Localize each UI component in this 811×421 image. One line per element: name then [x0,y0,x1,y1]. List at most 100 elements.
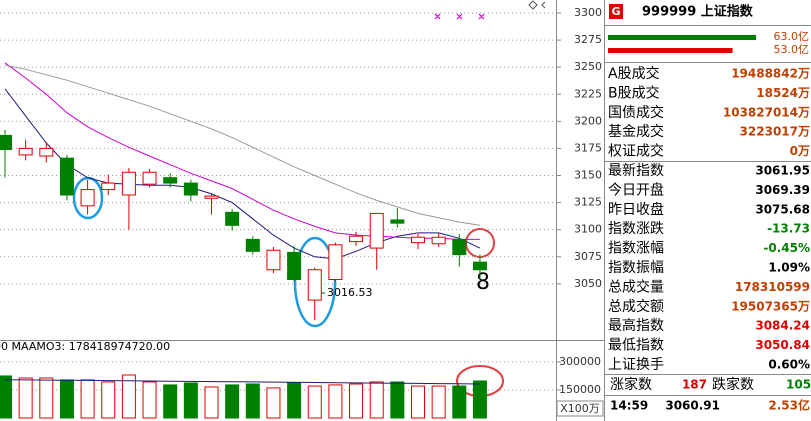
flow-label: 63.0亿 [774,30,810,43]
row-value: 3223017万 [740,125,810,139]
tick-price: 3060.91 [665,399,720,413]
candle-body [204,195,219,199]
row-value: -0.45% [763,241,810,255]
row-label: 总成交量 [608,278,664,295]
y-tick-label: 3275 [574,33,602,46]
flow-bar [608,35,757,40]
candle-body [369,212,384,249]
tick-time: 14:59 [610,399,648,413]
breadth-value: 105 [786,378,811,392]
candle-body [472,261,487,271]
row-value: 1.09% [768,261,810,275]
volume-bar [183,382,198,419]
candle-body [18,147,33,156]
volume-bar [80,379,95,419]
candle-body [142,171,157,185]
row-label: 国债成交 [608,104,664,121]
markers [434,13,485,20]
candle-body [452,238,467,256]
flow-label: 53.0亿 [774,43,810,56]
row-value: 3061.95 [755,164,810,178]
volume-title: 00 MAAMO3: 178418974720.00 [0,340,170,353]
y-tick-label: 3200 [574,114,602,127]
y-tick-label: 3150 [574,169,602,182]
volume-bar [452,385,467,419]
row-label: 指数振幅 [608,260,664,276]
annotation: 3016.53 [327,286,373,299]
y-tick-label: 3125 [574,196,602,209]
candle-body [287,251,302,281]
volume-bar [431,385,446,419]
volume-bar [369,381,384,419]
volume-bar [101,381,116,419]
candle-body [245,238,260,252]
volume-bar [349,383,364,419]
candle-body [431,236,446,245]
candle-body [183,182,198,196]
row-label: 指数涨幅 [608,241,664,257]
volume-bar [266,387,281,419]
row-value: 0.60% [768,358,810,372]
row-value: 3084.24 [755,319,810,333]
y-tick-label: 300000 [559,355,601,368]
row-value: 3069.39 [755,183,810,197]
volume-bar [204,386,219,419]
volume-bar [163,384,178,419]
highlight [293,236,337,328]
y-tick-label: 3175 [574,141,602,154]
unit-box [556,400,604,417]
annotation: 8 [476,270,490,295]
ma-line [4,88,481,260]
row-label: 权证成交 [608,143,664,160]
candle-body [349,235,364,243]
flow-bar [608,48,733,53]
breadth-label: 跌家数 [712,376,754,393]
row-value: 3075.68 [755,202,810,216]
row-label: 基金成交 [608,123,664,140]
volume-bar [18,377,33,419]
y-tick-label: 3075 [574,250,602,263]
volume-bar [328,384,343,419]
row-value: 103827014万 [723,105,810,119]
volume-ma-line [4,379,480,385]
candle-body [328,244,343,280]
volume-bar [307,385,322,419]
row-value: 19507365万 [731,299,810,313]
row-label: 最新指数 [608,163,664,179]
y-tick-label: 3100 [574,223,602,236]
volume-bar [287,382,302,419]
volume-bar [39,377,54,419]
candle-body [0,134,12,151]
y-tick-label: 3250 [574,60,602,73]
row-value: 0万 [790,144,810,158]
ma-line [4,64,480,226]
tick-amount: 2.53亿 [768,398,810,413]
row-label: 指数涨跌 [608,221,664,237]
breadth-value: 187 [682,378,707,392]
breadth-label: 涨家数 [610,376,652,393]
row-label: B股成交 [608,84,660,101]
candle-body [121,171,136,196]
candle-body [39,147,54,157]
candle-body [163,177,178,184]
row-label: A股成交 [608,65,660,82]
candle-body [266,249,281,271]
volume-bar [225,384,240,419]
volume-bar [411,385,425,419]
ma-line [4,62,480,240]
candle-body [411,236,425,244]
y-tick-label: 3225 [574,87,602,100]
y-tick-label: 3300 [574,6,602,19]
row-label: 最高指数 [608,317,664,334]
volume-bar [121,374,136,419]
candle-body [390,219,405,224]
toolbar-icon[interactable] [528,0,546,10]
badge [609,4,623,19]
volume-bar [245,383,260,419]
badge-text: G [611,5,620,18]
row-label: 总成交额 [608,298,664,315]
candle-body [225,211,240,226]
row-value: 19488842万 [731,67,810,81]
